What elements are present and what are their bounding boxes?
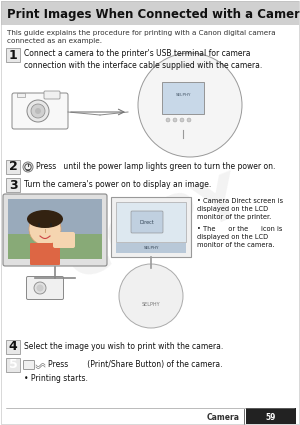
Circle shape bbox=[37, 284, 44, 292]
FancyBboxPatch shape bbox=[8, 199, 102, 259]
Circle shape bbox=[23, 162, 33, 172]
FancyBboxPatch shape bbox=[26, 277, 64, 300]
Circle shape bbox=[119, 264, 183, 328]
Text: COPY: COPY bbox=[58, 168, 252, 292]
FancyBboxPatch shape bbox=[44, 91, 60, 99]
Text: Press   until the power lamp lights green to turn the power on.: Press until the power lamp lights green … bbox=[36, 162, 275, 171]
Text: SELPHY: SELPHY bbox=[143, 246, 159, 250]
Circle shape bbox=[166, 118, 170, 122]
FancyBboxPatch shape bbox=[116, 202, 186, 242]
FancyBboxPatch shape bbox=[116, 243, 186, 253]
Text: 4: 4 bbox=[9, 340, 17, 354]
FancyBboxPatch shape bbox=[30, 243, 60, 265]
Circle shape bbox=[173, 118, 177, 122]
Text: 1: 1 bbox=[9, 48, 17, 62]
Text: Press        (Print/Share Button) of the camera.: Press (Print/Share Button) of the camera… bbox=[48, 360, 223, 369]
Text: 59: 59 bbox=[266, 413, 276, 422]
FancyBboxPatch shape bbox=[17, 93, 25, 97]
Circle shape bbox=[29, 213, 61, 245]
Circle shape bbox=[187, 118, 191, 122]
Text: Direct: Direct bbox=[140, 219, 154, 224]
FancyBboxPatch shape bbox=[8, 234, 102, 259]
FancyBboxPatch shape bbox=[131, 211, 163, 233]
Ellipse shape bbox=[27, 210, 63, 228]
FancyBboxPatch shape bbox=[23, 360, 34, 369]
Text: Connect a camera to the printer's USB terminal for camera
connection with the in: Connect a camera to the printer's USB te… bbox=[24, 49, 262, 70]
Circle shape bbox=[180, 118, 184, 122]
Text: Turn the camera's power on to display an image.: Turn the camera's power on to display an… bbox=[24, 180, 211, 189]
Circle shape bbox=[138, 53, 242, 157]
Circle shape bbox=[27, 100, 49, 122]
Text: • Printing starts.: • Printing starts. bbox=[24, 374, 88, 383]
Text: • Camera Direct screen is
displayed on the LCD
monitor of the printer.: • Camera Direct screen is displayed on t… bbox=[197, 198, 283, 220]
Text: This guide explains the procedure for printing with a Canon digital camera conne: This guide explains the procedure for pr… bbox=[7, 30, 276, 43]
FancyBboxPatch shape bbox=[6, 340, 20, 354]
Text: SELPHY: SELPHY bbox=[175, 93, 191, 97]
FancyBboxPatch shape bbox=[3, 194, 107, 266]
Text: 5: 5 bbox=[9, 359, 17, 371]
FancyBboxPatch shape bbox=[53, 232, 75, 248]
FancyBboxPatch shape bbox=[246, 408, 296, 424]
Text: SELPHY: SELPHY bbox=[142, 301, 160, 306]
Circle shape bbox=[34, 282, 46, 294]
Circle shape bbox=[35, 108, 41, 114]
FancyBboxPatch shape bbox=[6, 178, 20, 192]
Text: Camera: Camera bbox=[207, 413, 240, 422]
FancyBboxPatch shape bbox=[6, 358, 20, 372]
Text: 3: 3 bbox=[9, 178, 17, 192]
Text: 2: 2 bbox=[9, 161, 17, 173]
FancyBboxPatch shape bbox=[6, 160, 20, 174]
Text: • The      or the      icon is
displayed on the LCD
monitor of the camera.: • The or the icon is displayed on the LC… bbox=[197, 226, 282, 248]
FancyBboxPatch shape bbox=[8, 199, 102, 234]
FancyBboxPatch shape bbox=[6, 48, 20, 62]
FancyBboxPatch shape bbox=[111, 197, 191, 257]
Circle shape bbox=[31, 104, 45, 118]
Text: Select the image you wish to print with the camera.: Select the image you wish to print with … bbox=[24, 342, 223, 351]
FancyBboxPatch shape bbox=[1, 1, 299, 25]
FancyBboxPatch shape bbox=[12, 93, 68, 129]
Text: Print Images When Connected with a Camera: Print Images When Connected with a Camer… bbox=[7, 8, 300, 20]
FancyBboxPatch shape bbox=[162, 82, 204, 114]
